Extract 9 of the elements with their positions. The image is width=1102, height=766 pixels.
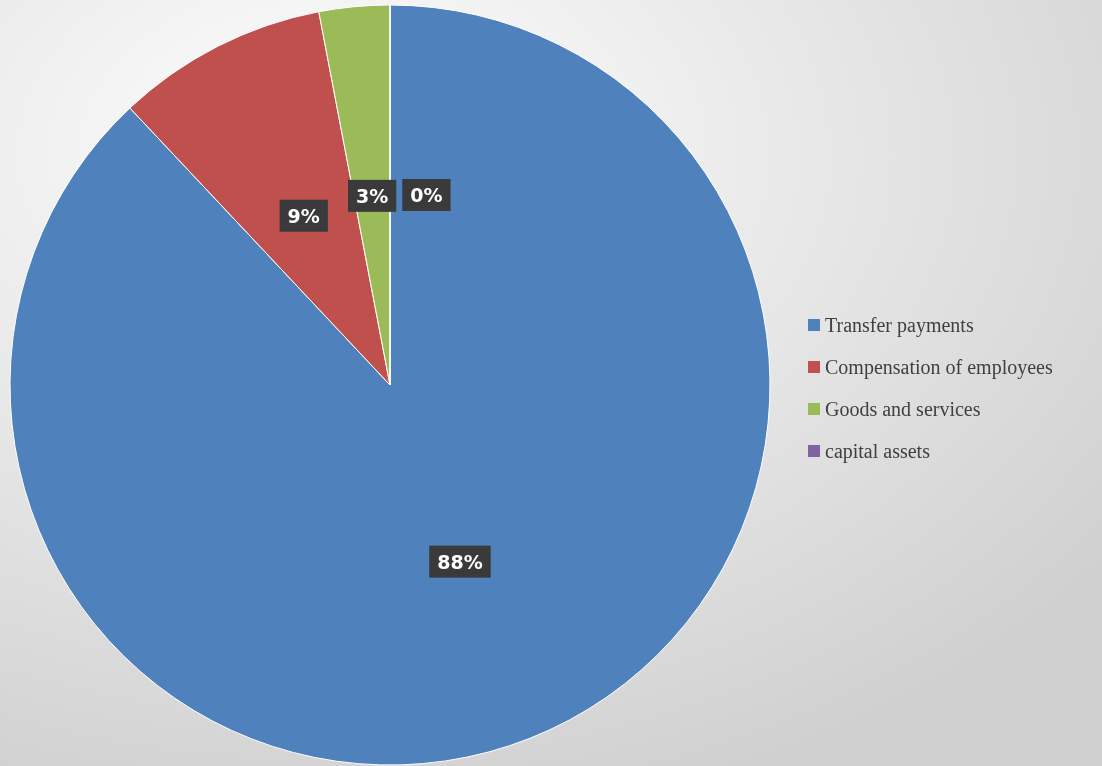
data-label: 9% xyxy=(287,204,320,227)
text: 0% xyxy=(410,184,443,206)
legend-label: capital assets xyxy=(825,440,931,463)
data-label: 3% xyxy=(355,184,389,207)
data-label: 88% xyxy=(437,550,483,573)
slice-label: Transfer payments xyxy=(825,314,974,337)
legend-label: Goods and services xyxy=(825,398,981,420)
legend-label: Compensation of employees xyxy=(825,356,1053,379)
pie-slice xyxy=(9,4,771,765)
